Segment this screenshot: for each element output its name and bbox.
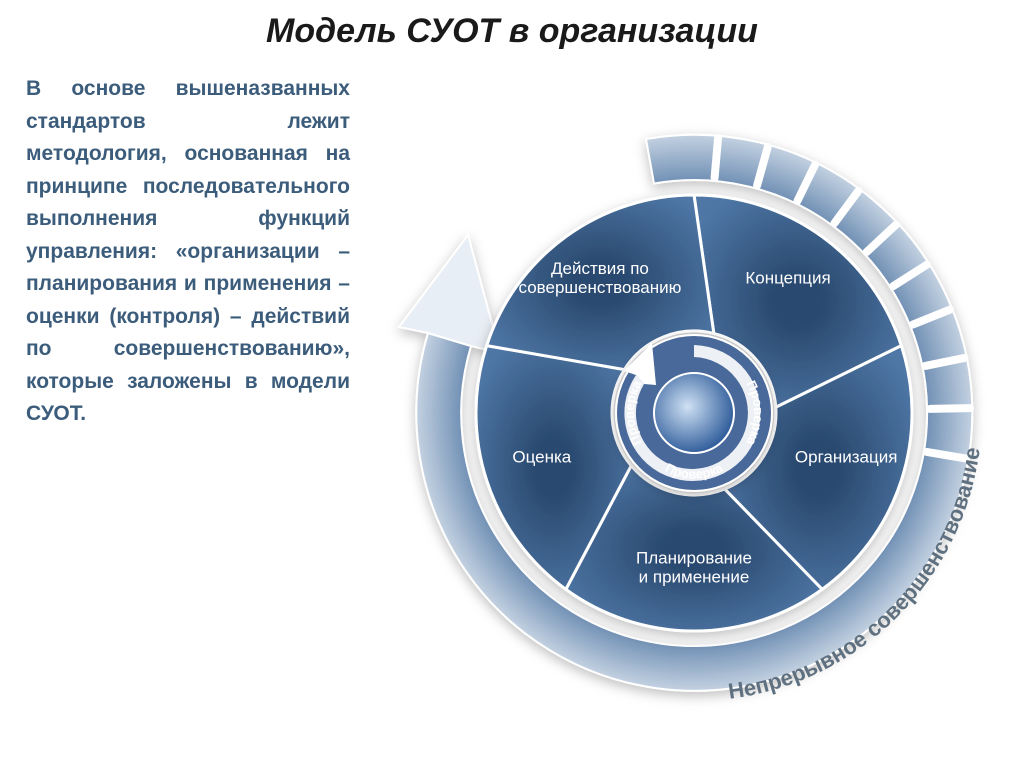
outer-ring-arrowhead bbox=[399, 235, 500, 353]
content-row: В основе вышеназванных стандартов лежит … bbox=[0, 73, 1024, 431]
diagram-column: Непрерывное совершенствование КонцепцияО… bbox=[360, 73, 1024, 431]
segment-label-organization: Организация bbox=[795, 447, 898, 466]
segment-label-evaluation: Оценка bbox=[512, 447, 571, 466]
segment-label-concept: Концепция bbox=[745, 269, 830, 288]
cycle-diagram: Непрерывное совершенствование КонцепцияО… bbox=[384, 103, 1004, 723]
text-column: В основе вышеназванных стандартов лежит … bbox=[0, 73, 360, 431]
center-core bbox=[654, 373, 734, 453]
outer-tick bbox=[715, 138, 718, 178]
outer-tick bbox=[930, 408, 970, 409]
segment-label-planning: Планированиеи применение bbox=[636, 549, 752, 587]
page-title: Модель СУОТ в организации bbox=[0, 0, 1024, 51]
body-paragraph: В основе вышеназванных стандартов лежит … bbox=[26, 73, 350, 431]
